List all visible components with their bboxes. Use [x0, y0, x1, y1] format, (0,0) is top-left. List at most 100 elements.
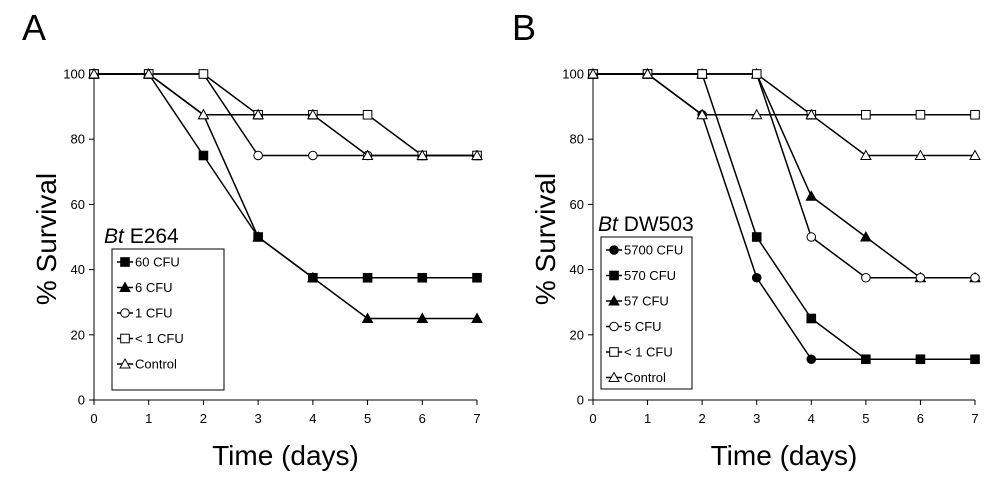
legend: 5700 CFU 570 CFU 57 CFU 5 CFU < 1 CFU Control: [600, 236, 693, 390]
data-point: [861, 272, 871, 283]
y-tick-label: 0: [577, 393, 584, 408]
data-point: [806, 232, 817, 242]
data-point: [471, 312, 483, 323]
x-tick-label: 0: [90, 411, 97, 426]
legend-marker: [119, 357, 131, 369]
data-point: [253, 150, 263, 161]
y-tick-label: 20: [570, 327, 584, 342]
data-point: [417, 272, 428, 283]
series-control: [587, 67, 981, 160]
x-tick-label: 4: [808, 411, 815, 426]
y-tick-label: 60: [71, 197, 85, 212]
legend-marker: [120, 257, 130, 267]
x-tick-label: 5: [364, 411, 371, 426]
y-tick-label: 20: [71, 327, 85, 342]
x-tick-label: 5: [862, 411, 869, 426]
data-point: [970, 109, 980, 120]
legend-label: Control: [624, 370, 666, 385]
legend-label: 57 CFU: [624, 294, 669, 309]
legend-label: 5 CFU: [624, 319, 662, 334]
y-axis-title: % Survival: [530, 173, 561, 305]
data-point: [860, 230, 872, 242]
legend-label: 6 CFU: [135, 280, 173, 295]
y-tick-label: 80: [570, 132, 584, 147]
legend-marker: [608, 294, 620, 306]
x-tick-label: 6: [419, 411, 426, 426]
strain-name: DW503: [624, 213, 694, 236]
data-point: [751, 232, 762, 242]
legend-marker: [609, 321, 619, 332]
legend-label: Control: [135, 357, 177, 372]
chart-panel-b: B 0 20 40 60 80 100 0 1 2 3 4 5 6 7 Time (days) % Surviv…: [512, 7, 981, 471]
strain-genus: Bt: [598, 213, 619, 236]
y-tick-label: 60: [570, 197, 584, 212]
data-point: [88, 67, 100, 79]
data-point: [252, 230, 264, 242]
data-point: [472, 272, 482, 283]
x-tick-label: 7: [473, 411, 480, 426]
data-point: [308, 150, 318, 161]
legend-box: [600, 236, 693, 390]
data-point: [587, 67, 599, 79]
x-tick-label: 1: [644, 411, 651, 426]
x-tick-label: 3: [255, 411, 262, 426]
data-point: [198, 150, 209, 161]
x-tick-label: 7: [971, 411, 978, 426]
data-point: [198, 69, 209, 79]
x-tick-label: 0: [589, 411, 596, 426]
panel-label: B: [512, 7, 536, 48]
legend: 60 CFU 6 CFU 1 CFU < 1 CFU Control: [111, 248, 225, 391]
legend-box: [111, 248, 225, 391]
data-point: [361, 312, 374, 323]
y-tick-label: 40: [71, 262, 85, 277]
data-point: [197, 108, 210, 120]
data-point: [915, 272, 926, 283]
data-point: [362, 272, 373, 283]
x-axis-title: Time (days): [212, 440, 359, 471]
legend-label: 5700 CFU: [624, 243, 683, 258]
legend-label: < 1 CFU: [135, 331, 184, 346]
data-point: [362, 109, 373, 120]
strain-label: Bt DW503: [598, 213, 694, 236]
data-point: [915, 109, 926, 120]
data-point: [861, 109, 871, 120]
data-point: [805, 190, 818, 201]
data-point: [861, 354, 871, 365]
x-axis-title: Time (days): [711, 440, 858, 471]
x-tick-label: 2: [200, 411, 207, 426]
data-point: [914, 149, 927, 160]
y-axis-title: % Survival: [31, 173, 62, 305]
data-point: [751, 69, 762, 79]
y-tick-label: 80: [71, 132, 85, 147]
y-tick-label: 100: [562, 67, 584, 82]
chart-panel-a: A 0 20 40 60 80 100 0 1 2 3 4 5 6 7 Time (days) % Surviv…: [22, 7, 483, 471]
data-point: [471, 149, 483, 160]
data-point: [806, 354, 817, 365]
legend-label: 60 CFU: [135, 255, 180, 270]
data-point: [751, 272, 762, 283]
data-point: [307, 271, 319, 283]
data-point: [806, 313, 817, 324]
legend-marker: [609, 245, 619, 255]
data-point: [915, 354, 926, 365]
strain-label: Bt E264: [104, 225, 179, 248]
data-point: [969, 149, 981, 160]
data-point: [416, 312, 429, 323]
data-point: [361, 149, 374, 160]
y-tick-label: 0: [78, 393, 85, 408]
data-point: [697, 69, 707, 79]
data-point: [805, 108, 818, 120]
series-control: [88, 67, 483, 160]
data-point: [142, 67, 155, 79]
series-line: [593, 73, 975, 116]
x-tick-label: 6: [917, 411, 924, 426]
x-tick-label: 2: [699, 411, 706, 426]
data-point: [860, 149, 872, 160]
x-tick-label: 1: [145, 411, 152, 426]
y-tick-label: 40: [570, 262, 584, 277]
data-point: [641, 67, 654, 79]
legend-label: 1 CFU: [135, 306, 173, 321]
series-line: [593, 73, 975, 157]
x-tick-label: 4: [309, 411, 316, 426]
